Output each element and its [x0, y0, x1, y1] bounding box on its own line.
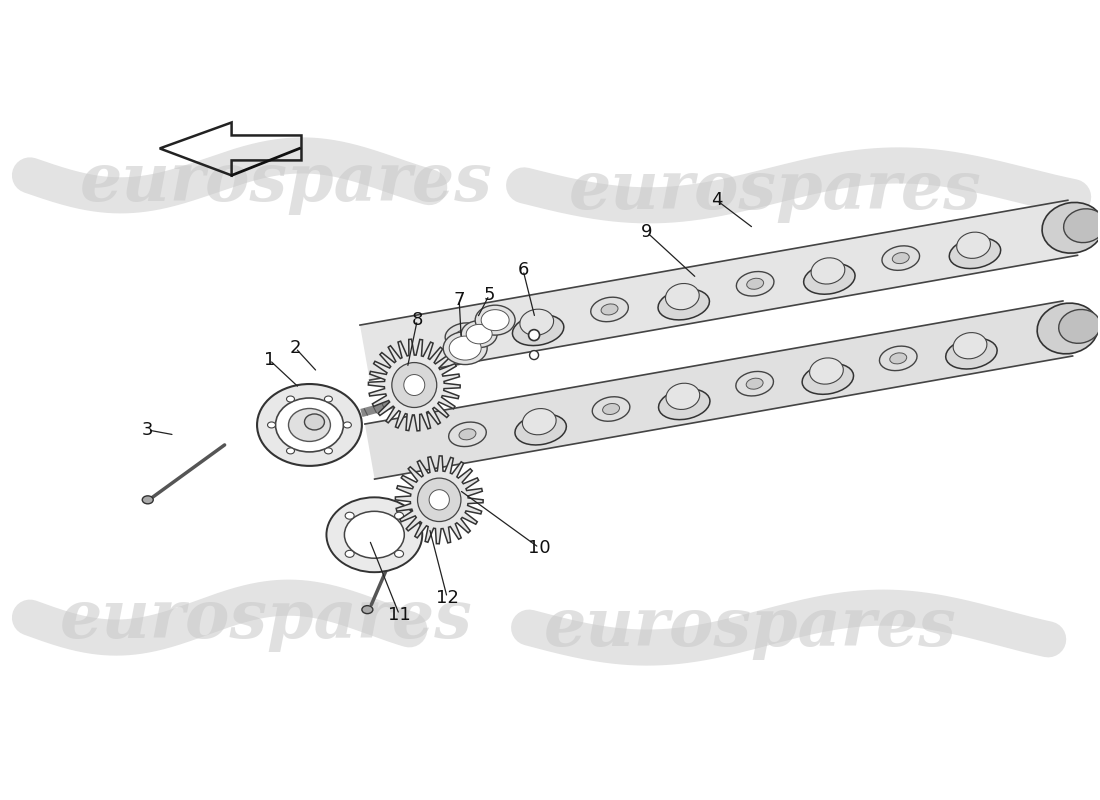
- Ellipse shape: [666, 283, 700, 310]
- Ellipse shape: [949, 238, 1001, 269]
- Text: 10: 10: [528, 538, 550, 557]
- Ellipse shape: [882, 246, 920, 270]
- Ellipse shape: [392, 362, 437, 407]
- Ellipse shape: [603, 403, 619, 414]
- Text: 4: 4: [711, 191, 723, 210]
- Ellipse shape: [475, 305, 515, 335]
- Ellipse shape: [1042, 202, 1100, 253]
- Ellipse shape: [461, 321, 497, 347]
- Text: 9: 9: [641, 223, 652, 242]
- Ellipse shape: [747, 278, 763, 290]
- Ellipse shape: [418, 478, 461, 522]
- Text: eurospares: eurospares: [544, 595, 957, 660]
- Text: 1: 1: [264, 351, 275, 369]
- Ellipse shape: [449, 336, 481, 360]
- Ellipse shape: [513, 314, 564, 346]
- Text: 12: 12: [436, 589, 459, 606]
- Ellipse shape: [529, 350, 539, 359]
- Ellipse shape: [520, 309, 553, 335]
- Ellipse shape: [429, 490, 450, 510]
- Ellipse shape: [529, 330, 540, 341]
- Text: 3: 3: [142, 421, 154, 439]
- Ellipse shape: [305, 414, 324, 430]
- Ellipse shape: [591, 297, 628, 322]
- Ellipse shape: [746, 378, 763, 389]
- Polygon shape: [360, 200, 1078, 380]
- Text: eurospares: eurospares: [59, 587, 473, 652]
- Ellipse shape: [804, 263, 855, 294]
- Ellipse shape: [345, 550, 354, 558]
- Ellipse shape: [954, 333, 987, 359]
- Ellipse shape: [1037, 303, 1099, 354]
- Text: eurospares: eurospares: [569, 158, 982, 223]
- Ellipse shape: [404, 374, 425, 395]
- Ellipse shape: [362, 606, 373, 614]
- Ellipse shape: [802, 363, 854, 394]
- Ellipse shape: [1058, 310, 1100, 343]
- Ellipse shape: [811, 258, 845, 284]
- Ellipse shape: [890, 353, 906, 364]
- Ellipse shape: [736, 271, 774, 296]
- Text: 6: 6: [517, 262, 529, 279]
- Ellipse shape: [666, 383, 700, 410]
- Ellipse shape: [466, 324, 492, 344]
- Ellipse shape: [286, 396, 295, 402]
- Ellipse shape: [659, 389, 710, 420]
- Ellipse shape: [345, 512, 354, 519]
- Polygon shape: [368, 339, 460, 431]
- Ellipse shape: [601, 304, 618, 315]
- Ellipse shape: [275, 398, 343, 452]
- Ellipse shape: [459, 429, 476, 440]
- Ellipse shape: [455, 330, 472, 341]
- Ellipse shape: [1064, 209, 1100, 242]
- Ellipse shape: [286, 448, 295, 454]
- Text: 2: 2: [289, 339, 301, 357]
- Ellipse shape: [395, 550, 404, 558]
- Polygon shape: [395, 456, 483, 544]
- Ellipse shape: [257, 384, 362, 466]
- Ellipse shape: [446, 323, 483, 347]
- Text: 11: 11: [388, 606, 410, 624]
- Ellipse shape: [515, 414, 566, 445]
- Ellipse shape: [946, 338, 997, 369]
- Ellipse shape: [324, 448, 332, 454]
- Ellipse shape: [449, 422, 486, 446]
- Ellipse shape: [324, 396, 332, 402]
- Text: 7: 7: [453, 291, 465, 309]
- Text: 5: 5: [483, 286, 495, 304]
- Ellipse shape: [879, 346, 917, 370]
- Ellipse shape: [481, 310, 509, 330]
- Ellipse shape: [957, 232, 990, 258]
- Ellipse shape: [327, 498, 422, 572]
- Ellipse shape: [395, 512, 404, 519]
- Ellipse shape: [658, 289, 710, 320]
- Ellipse shape: [892, 253, 910, 264]
- Text: eurospares: eurospares: [80, 150, 493, 215]
- Ellipse shape: [267, 422, 275, 428]
- Ellipse shape: [522, 409, 557, 434]
- Ellipse shape: [592, 397, 630, 422]
- Text: 8: 8: [411, 311, 424, 329]
- Ellipse shape: [288, 409, 330, 442]
- Ellipse shape: [344, 511, 405, 558]
- Ellipse shape: [142, 496, 153, 504]
- Ellipse shape: [443, 332, 487, 365]
- Ellipse shape: [736, 371, 773, 396]
- Ellipse shape: [343, 422, 351, 428]
- Ellipse shape: [810, 358, 844, 384]
- Polygon shape: [365, 301, 1072, 479]
